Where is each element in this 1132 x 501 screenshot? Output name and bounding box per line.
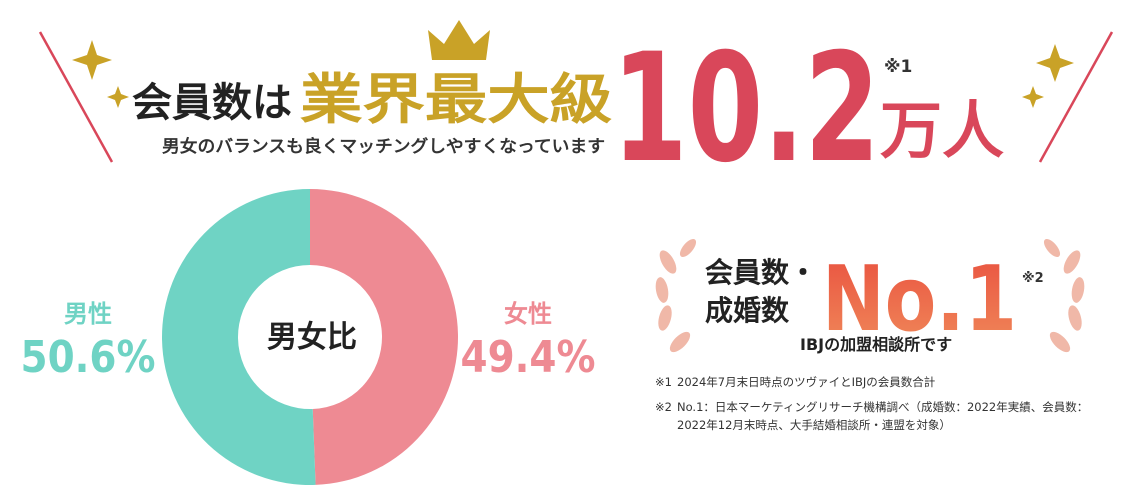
highlight: 業界最大級 [300, 68, 612, 131]
unit: 万人 [880, 94, 1004, 167]
sparkle [1022, 86, 1044, 108]
rank: No.1 [822, 247, 1017, 352]
badge-line: 会員数・ [705, 256, 817, 289]
category-label: 男性 [64, 300, 112, 328]
note-text: 2024年7月末日時点のツヴァイとIBJの会員数合計 [677, 375, 936, 389]
donut-slice [310, 189, 459, 485]
number-note: ※1 [884, 57, 912, 77]
laurel [655, 238, 1085, 353]
lead: 会員数は [132, 80, 292, 126]
note-mark: ※1 [655, 375, 672, 389]
big-number: 10.2 [612, 22, 880, 196]
sparkle [1036, 44, 1074, 82]
sparkle [72, 40, 112, 80]
value-label: 50.6% [21, 332, 156, 383]
value-label: 49.4% [461, 332, 596, 383]
badge-caption: IBJの加盟相談所です [800, 335, 952, 354]
note-text: No.1：日本マーケティングリサーチ機構調べ（成婚数：2022年実績、会員数：2… [677, 400, 1089, 432]
subtitle: 男女のバランスも良くマッチングしやすくなっています [162, 136, 605, 157]
sparkle [107, 86, 129, 108]
deco-line [38, 31, 114, 163]
center-label: 男女比 [267, 320, 357, 355]
note: ※1 2024年7月末日時点のツヴァイとIBJの会員数合計 [655, 373, 1095, 391]
crown [428, 20, 490, 60]
category-label: 女性 [504, 300, 552, 328]
rank-note: ※2 [1022, 271, 1044, 286]
note-mark: ※2 [655, 400, 672, 414]
donut-slice [162, 189, 316, 485]
badge-line: 成婚数 [705, 294, 790, 327]
note: ※2 No.1：日本マーケティングリサーチ機構調べ（成婚数：2022年実績、会員数… [655, 398, 1095, 434]
deco-line [1038, 31, 1114, 163]
